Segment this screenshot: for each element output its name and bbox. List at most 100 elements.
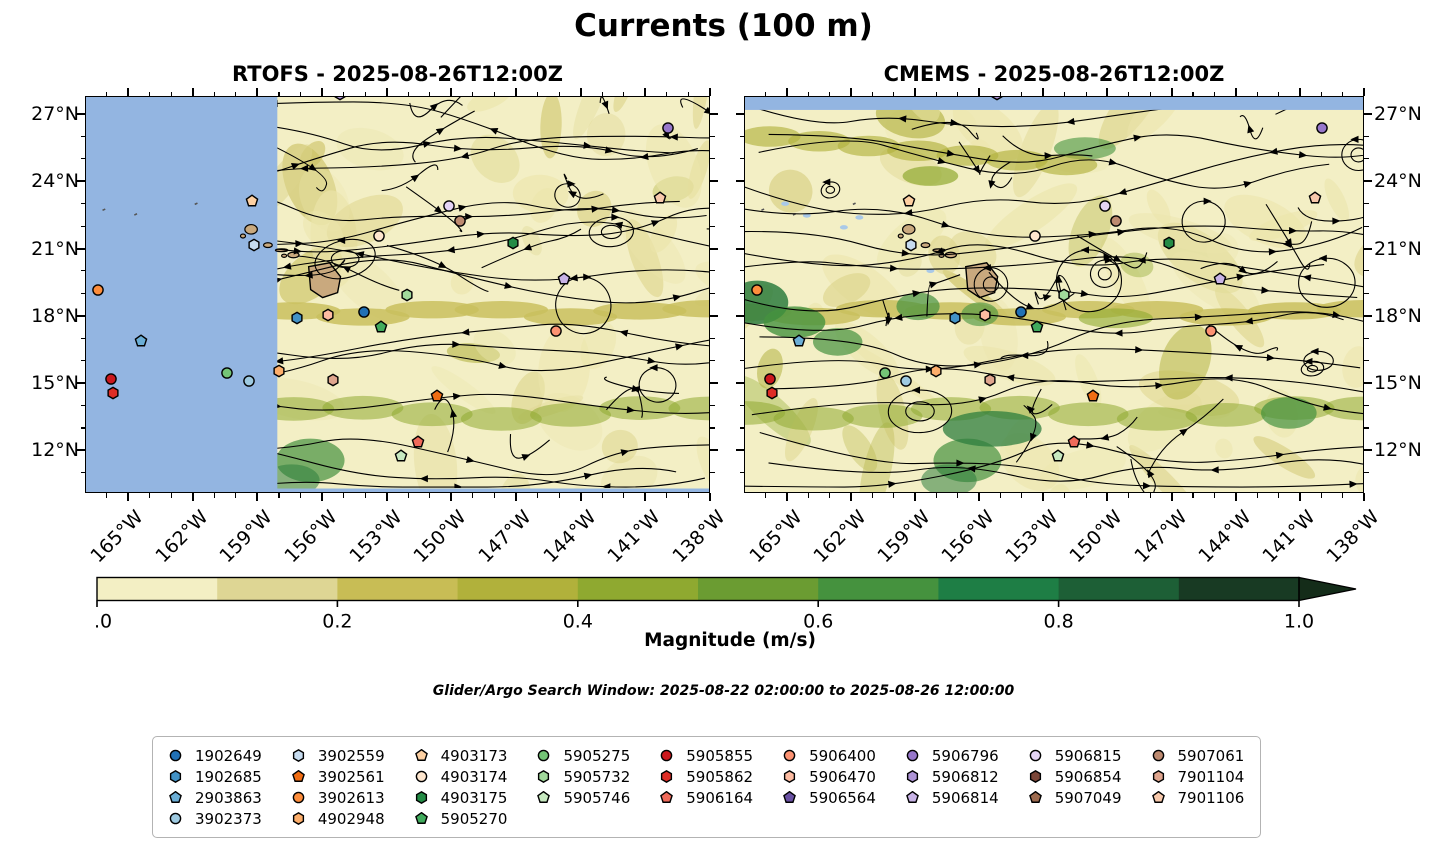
colorbar-label: Magnitude (m/s): [644, 630, 816, 651]
axis-tick: [343, 493, 345, 498]
axis-tick: [385, 88, 388, 96]
axis-tick: [828, 493, 831, 498]
float-marker-3902613: [91, 284, 104, 297]
float-marker-5906815: [443, 200, 456, 213]
axis-tick: [1364, 337, 1369, 339]
float-marker-4903175: [507, 236, 520, 250]
axis-tick: [1364, 314, 1372, 317]
axis-tick: [1364, 449, 1372, 452]
axis-tick: [739, 360, 744, 362]
y-tick-label: 27°N: [31, 102, 79, 125]
panel-rtofs-map: [85, 96, 710, 493]
axis-tick: [493, 493, 496, 498]
float-marker-5905732: [401, 288, 414, 302]
axis-tick: [710, 225, 715, 227]
axis-tick: [1364, 135, 1369, 137]
legend-spacer: [660, 808, 753, 829]
x-tick-label: 138°W: [1322, 506, 1384, 568]
axis-tick: [407, 493, 409, 498]
x-tick-label: 159°W: [873, 506, 935, 568]
axis-tick: [764, 493, 766, 498]
legend-label: 4903175: [440, 788, 508, 807]
axis-tick: [1085, 493, 1087, 498]
axis-tick: [687, 91, 689, 96]
axis-tick: [429, 493, 431, 498]
float-marker-5906815: [1099, 200, 1112, 213]
x-tick-label: 162°W: [809, 506, 871, 568]
legend-item-5905862: 5905862: [660, 766, 753, 787]
colorbar-tick-label: 0.2: [322, 611, 352, 633]
axis-tick: [914, 493, 916, 501]
axis-tick: [1170, 88, 1173, 96]
pentagon-marker-icon: [537, 790, 551, 804]
float-marker-3902613: [750, 284, 763, 297]
panel-title-rtofs: RTOFS - 2025-08-26T12:00Z: [232, 62, 563, 86]
axis-tick: [1064, 493, 1066, 498]
axis-tick: [1364, 247, 1372, 250]
legend-label: 4903173: [440, 746, 508, 765]
colorbar: 0.00.20.40.60.81.0: [82, 576, 1375, 638]
axis-tick: [106, 91, 108, 96]
axis-tick: [709, 88, 711, 96]
axis-tick: [364, 91, 366, 96]
y-tick-label: 21°N: [31, 237, 79, 260]
panel-title-cmems: CMEMS - 2025-08-26T12:00Z: [883, 62, 1225, 86]
axis-tick: [213, 493, 215, 498]
legend-item-5907049: 5907049: [1028, 787, 1122, 808]
float-marker-5905746: [394, 448, 408, 462]
y-tick-label: 18°N: [31, 304, 79, 327]
legend-label: 5906164: [686, 788, 754, 807]
axis-tick: [871, 493, 873, 498]
x-tick-label: 156°W: [280, 506, 342, 568]
axis-tick: [80, 404, 85, 407]
axis-tick: [1149, 493, 1151, 498]
float-marker-7901106: [653, 191, 667, 205]
axis-tick: [1364, 472, 1369, 474]
legend-label: 1902649: [195, 746, 262, 765]
axis-tick: [736, 449, 744, 452]
axis-tick: [77, 449, 85, 452]
axis-tick: [1364, 404, 1369, 407]
hexagon-marker-icon: [537, 770, 550, 783]
axis-tick: [1364, 225, 1369, 227]
pentagon-marker-icon: [414, 811, 428, 825]
axis-tick: [739, 225, 744, 227]
legend-label: 5906814: [931, 788, 999, 807]
legend-item-5906564: 5906564: [783, 787, 876, 808]
hexagon-marker-icon: [1029, 770, 1042, 783]
axis-tick: [1064, 91, 1066, 96]
axis-tick: [1364, 270, 1369, 272]
axis-tick: [235, 493, 237, 498]
legend-label: 5906812: [931, 767, 999, 786]
axis-tick: [1364, 292, 1369, 294]
axis-tick: [80, 360, 85, 362]
axis-tick: [1042, 88, 1045, 96]
axis-tick: [739, 135, 744, 137]
circle-marker-icon: [1029, 749, 1042, 762]
x-tick-label: 162°W: [151, 506, 213, 568]
float-marker-4902948: [272, 364, 285, 378]
float-marker-5906796: [661, 121, 674, 134]
axis-tick: [579, 493, 582, 501]
float-marker-4903175: [1162, 236, 1175, 250]
legend-spacer: [1029, 808, 1122, 829]
legend-label: 3902561: [317, 767, 385, 786]
float-marker-5905270: [1030, 320, 1044, 334]
axis-tick: [235, 91, 237, 96]
axis-tick: [191, 88, 194, 96]
axis-tick: [710, 112, 718, 115]
axis-tick: [256, 493, 259, 501]
axis-tick: [710, 449, 718, 452]
x-tick-label: 150°W: [409, 506, 471, 568]
axis-tick: [1021, 91, 1023, 96]
axis-tick: [537, 91, 539, 96]
legend-spacer: [537, 808, 630, 829]
legend-item-5906400: 5906400: [783, 745, 876, 766]
rtofs-map-canvas: [86, 97, 709, 492]
hexagon-marker-icon: [906, 770, 919, 783]
legend-item-5906814: 5906814: [905, 787, 999, 808]
float-marker-5906164: [1067, 435, 1081, 448]
float-marker-4903174: [372, 230, 385, 243]
axis-tick: [739, 472, 744, 474]
